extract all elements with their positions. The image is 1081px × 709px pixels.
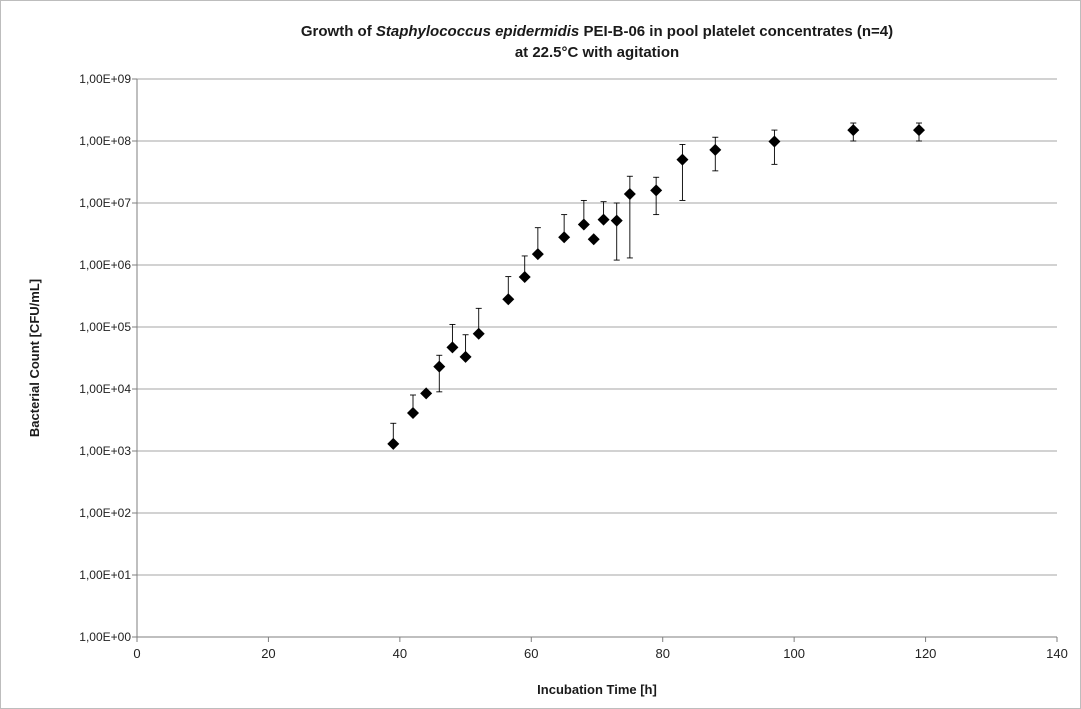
data-point (433, 360, 446, 373)
data-point (472, 327, 485, 340)
y-tick-label: 1,00E+07 (79, 196, 131, 210)
data-point (387, 437, 400, 450)
x-tick-label: 120 (915, 646, 937, 661)
data-point (587, 233, 600, 246)
data-point (558, 231, 571, 244)
data-point (502, 293, 515, 306)
data-point (407, 407, 419, 420)
x-tick-label: 100 (783, 646, 805, 661)
data-point (420, 387, 433, 400)
data-point (518, 271, 531, 284)
x-tick-labels: 0 20 40 60 80 100 120 140 (133, 646, 1067, 661)
axes (132, 78, 1058, 642)
x-tick-label: 140 (1046, 646, 1068, 661)
y-tick-label: 1,00E+09 (79, 72, 131, 86)
y-tick-label: 1,00E+00 (79, 630, 131, 644)
grid-lines (137, 78, 1057, 576)
data-point (709, 143, 722, 156)
data-point (531, 248, 544, 261)
data-points (387, 124, 925, 450)
y-tick-label: 1,00E+08 (79, 134, 131, 148)
data-point (446, 341, 459, 354)
data-point (676, 153, 689, 166)
y-tick-label: 1,00E+05 (79, 320, 131, 334)
data-point (623, 187, 636, 200)
data-point (847, 124, 860, 137)
data-point (650, 184, 663, 197)
x-tick-label: 80 (655, 646, 669, 661)
data-point (577, 218, 590, 231)
y-axis-title: Bacterial Count [CFU/mL] (27, 279, 42, 437)
y-tick-label: 1,00E+06 (79, 258, 131, 272)
x-tick-label: 0 (133, 646, 140, 661)
x-axis-title: Incubation Time [h] (537, 682, 657, 697)
y-tick-label: 1,00E+03 (79, 444, 131, 458)
title-organism: Staphylococcus epidermidis (375, 23, 580, 40)
data-point (768, 135, 781, 148)
y-tick-label: 1,00E+02 (79, 506, 131, 520)
title-prefix: Growth of (300, 23, 376, 40)
error-bars (390, 122, 922, 445)
data-point (610, 214, 623, 227)
y-tick-label: 1,00E+01 (79, 568, 131, 582)
x-tick-label: 60 (524, 646, 538, 661)
title-suffix: PEI-B-06 in pool platelet concentrates (… (579, 23, 894, 40)
y-tick-label: 1,00E+04 (79, 382, 131, 396)
x-tick-label: 40 (393, 646, 407, 661)
data-point (459, 350, 472, 363)
chart-title-line-2: at 22.5°C with agitation (514, 44, 680, 61)
data-point (597, 213, 610, 226)
chart-title-line-1: Growth of Staphylococcus epidermidis PEI… (137, 23, 1057, 40)
data-point (913, 124, 925, 137)
x-tick-label: 20 (261, 646, 275, 661)
y-tick-labels: 1,00E+00 1,00E+01 1,00E+02 1,00E+03 1,00E+04… (79, 72, 131, 644)
